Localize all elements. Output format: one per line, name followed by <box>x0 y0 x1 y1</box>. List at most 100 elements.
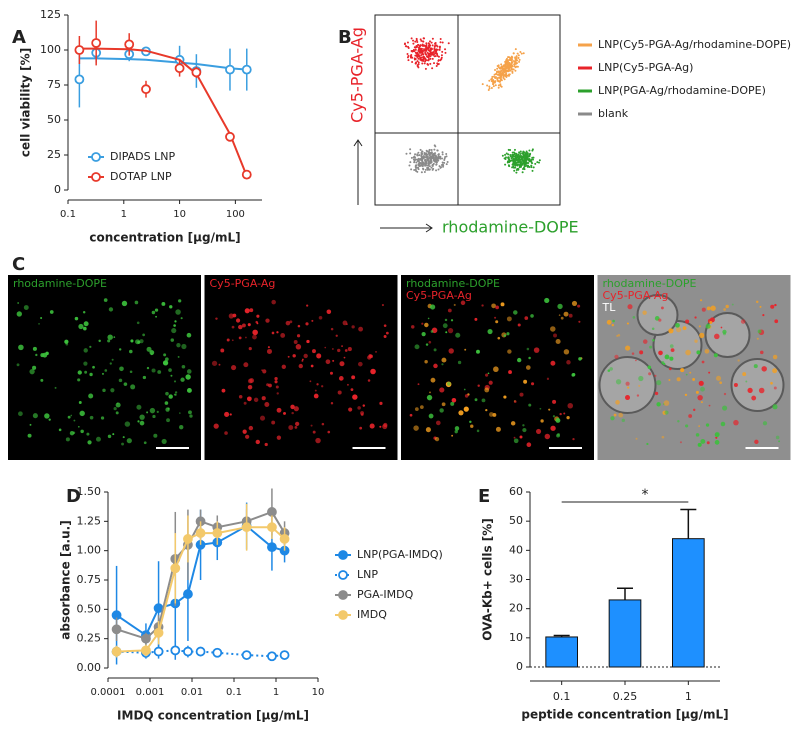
cell-dot <box>431 165 434 168</box>
fluorescence-spot <box>375 350 377 353</box>
fluorescence-spot <box>484 387 490 393</box>
fluorescence-spot <box>287 355 290 358</box>
fluorescence-spot <box>83 348 88 353</box>
cell-dot <box>496 70 499 73</box>
cell-dot <box>509 153 512 156</box>
fluorescence-spot <box>243 362 249 368</box>
fluorescence-spot <box>487 328 493 335</box>
fluorescence-spot <box>171 328 177 334</box>
fluorescence-spot <box>179 412 181 414</box>
cell-dot <box>415 61 418 64</box>
cell-dot <box>527 158 530 161</box>
fluorescence-spot <box>578 320 581 323</box>
cell-dot <box>431 44 434 47</box>
cell-dot <box>429 53 432 56</box>
fluorescence-spot <box>87 440 92 445</box>
fluorescence-spot <box>426 394 433 401</box>
cell-dot <box>429 55 432 58</box>
fluorescence-spot <box>669 344 674 348</box>
cell-dot <box>425 149 428 152</box>
fluorescence-spot <box>660 306 664 310</box>
cell-dot <box>505 63 508 66</box>
legend-marker <box>91 152 101 162</box>
fluorescence-spot <box>178 299 182 303</box>
fluorescence-spot <box>83 321 89 327</box>
fluorescence-spot <box>156 410 159 414</box>
fluorescence-spot <box>316 383 319 386</box>
fluorescence-spot <box>533 347 540 353</box>
fluorescence-spot <box>188 410 192 415</box>
fluorescence-spot <box>276 407 282 413</box>
fluorescence-spot <box>568 313 573 318</box>
fluorescence-spot <box>295 421 300 427</box>
fluorescence-spot <box>609 367 613 371</box>
fluorescence-spot <box>241 323 246 328</box>
cell-dot <box>488 87 491 90</box>
cell-dot <box>523 168 526 171</box>
data-point <box>241 169 252 180</box>
legend-label: DIPADS LNP <box>110 150 175 163</box>
fluorescence-spot <box>83 326 87 331</box>
fluorescence-spot <box>357 406 361 410</box>
fluorescence-spot <box>231 325 235 329</box>
fluorescence-spot <box>675 322 680 328</box>
cell-dot <box>497 80 500 83</box>
channel-label: rhodamine-DOPE <box>13 277 107 290</box>
fluorescence-spot <box>522 424 525 427</box>
fluorescence-spot <box>262 369 267 374</box>
fluorescence-spot <box>143 441 147 445</box>
fluorescence-spot <box>95 436 101 442</box>
fluorescence-spot <box>557 433 560 436</box>
cell-dot <box>516 167 519 170</box>
fluorescence-spot <box>428 340 432 344</box>
cell-dot <box>439 166 442 169</box>
cell-dot <box>430 48 433 51</box>
x-axis-label: concentration [µg/mL] <box>89 231 240 245</box>
cell-dot <box>520 161 523 164</box>
cell-dot <box>511 68 514 71</box>
y-tick-label: 1.25 <box>77 514 102 527</box>
fluorescence-spot <box>772 404 778 410</box>
cell-dot <box>421 62 424 65</box>
cell-dot <box>429 155 432 158</box>
fluorescence-spot <box>487 372 490 375</box>
cell-dot <box>419 47 422 50</box>
x-tick-label: 1 <box>685 690 692 703</box>
fluorescence-spot <box>685 319 690 324</box>
fluorescence-spot <box>18 344 24 351</box>
fluorescence-spot <box>247 384 253 390</box>
fluorescence-spot <box>626 322 629 325</box>
cell-dot <box>439 37 442 40</box>
fluorescence-spot <box>359 426 363 430</box>
cell-dot <box>424 163 427 166</box>
cell-dot <box>414 156 417 159</box>
fluorescence-spot <box>312 349 316 354</box>
fluorescence-spot <box>513 438 519 444</box>
x-tick-label: 100 <box>226 209 245 220</box>
fluorescence-spot <box>40 378 44 382</box>
cell-dot <box>406 41 409 44</box>
fluorescence-spot <box>488 380 493 385</box>
micrograph <box>8 275 201 460</box>
fluorescence-spot <box>312 430 316 434</box>
fluorescence-spot <box>701 360 705 364</box>
fluorescence-spot <box>29 369 35 375</box>
cell-dot <box>430 161 433 164</box>
fluorescence-spot <box>77 378 81 382</box>
fluorescence-spot <box>413 425 419 431</box>
fluorescence-spot <box>249 308 254 313</box>
fluorescence-spot <box>668 379 671 382</box>
cell-dot <box>438 165 441 168</box>
data-point <box>124 39 135 50</box>
data-point <box>183 534 193 544</box>
fluorescence-spot <box>421 331 426 337</box>
fluorescence-spot <box>381 303 385 307</box>
cell-dot <box>410 37 413 40</box>
fluorescence-spot <box>166 418 170 423</box>
cell-dot <box>516 159 519 162</box>
fluorescence-spot <box>129 349 133 354</box>
cell-dot <box>422 162 425 165</box>
cell-dot <box>518 165 521 168</box>
fluorescence-spot <box>530 314 534 318</box>
cell-dot <box>511 156 514 159</box>
